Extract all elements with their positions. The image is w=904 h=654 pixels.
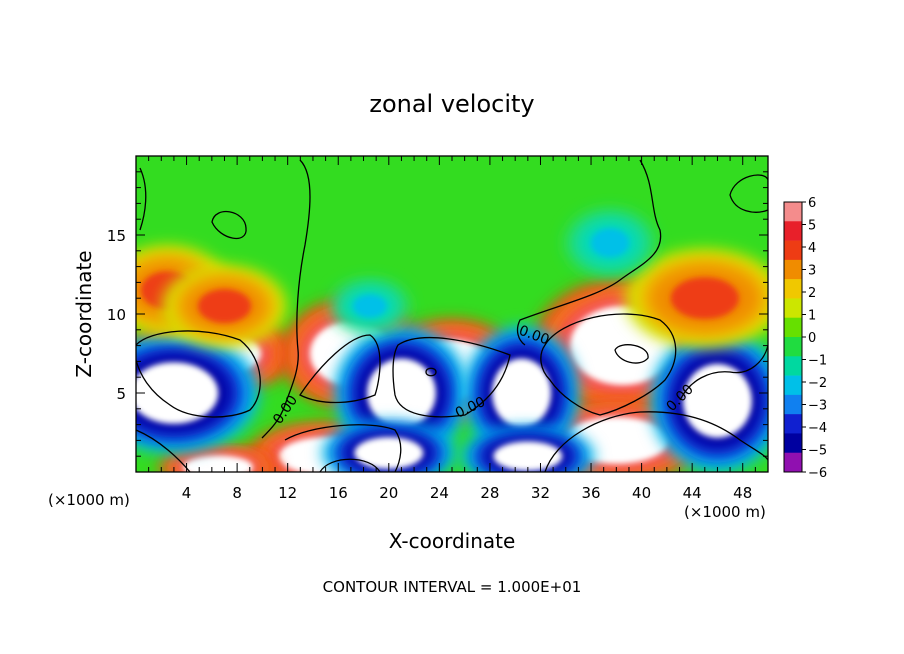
colorbar-swatch [784, 259, 802, 280]
velocity-region-positive [159, 447, 277, 472]
x-unit-label-left: (×1000 m) [48, 491, 130, 509]
x-unit-label-right: (×1000 m) [684, 503, 766, 521]
zero-contour [139, 167, 147, 231]
colorbar-level-label: −3 [808, 399, 827, 414]
x-tick-label: 36 [581, 484, 600, 502]
velocity-region-cyan [565, 209, 655, 277]
x-axis: 4 8 12 16 20 24 28 32 36 40 44 48 [148, 156, 756, 502]
velocity-band [354, 437, 424, 470]
colorbar-level-label: 6 [808, 196, 816, 211]
plot-area: 0.00 0.00 0.00 0.00 [136, 156, 768, 472]
velocity-band [670, 277, 739, 320]
colorbar-level-label: −6 [808, 466, 827, 481]
zero-contour [544, 411, 768, 472]
colorbar-level-label: 2 [808, 286, 816, 301]
velocity-region-negative [322, 422, 456, 472]
colorbar-level-label: 0 [808, 331, 816, 346]
velocity-region-orange [625, 249, 768, 347]
z-axis: 5 10 15 [107, 171, 768, 457]
zero-contour [299, 334, 381, 404]
colorbar-level-label: −2 [808, 376, 827, 391]
zero-contours [136, 159, 768, 472]
z-tick-label: 15 [107, 227, 126, 245]
x-tick-label: 8 [232, 484, 242, 502]
velocity-band [197, 289, 252, 324]
zero-contour [136, 330, 261, 418]
velocity-region-orange [162, 266, 287, 346]
velocity-region-negative [335, 326, 468, 460]
velocity-band [353, 294, 387, 318]
zero-contour [261, 159, 311, 439]
velocity-region-cyan [330, 279, 409, 333]
zero-contour [284, 424, 402, 472]
zero-contour [425, 367, 437, 377]
velocity-band [183, 455, 254, 472]
colorbar-swatch [784, 394, 802, 415]
x-tick-label: 4 [182, 484, 192, 502]
velocity-band [366, 358, 436, 428]
zero-contour [614, 344, 649, 364]
zero-contour [729, 174, 768, 213]
velocity-band [591, 228, 629, 258]
colorbar-level-label: −4 [808, 421, 827, 436]
colorbar-swatch [784, 433, 802, 454]
colorbar-swatch [784, 202, 802, 222]
z-axis-label: Z-coordinate [72, 250, 96, 377]
zero-contour [540, 313, 677, 416]
x-tick-label: 20 [379, 484, 398, 502]
colorbar-swatch [784, 240, 802, 261]
x-tick-label: 16 [329, 484, 348, 502]
x-tick-label: 44 [683, 484, 702, 502]
velocity-field [136, 209, 768, 472]
zero-contour [516, 159, 662, 346]
z-tick-label: 5 [116, 385, 126, 403]
z-tick-label: 10 [107, 306, 126, 324]
velocity-band [493, 441, 563, 471]
velocity-region-negative [461, 427, 595, 472]
velocity-band [491, 358, 552, 428]
colorbar-level-label: 4 [808, 241, 816, 256]
zero-contour [392, 336, 511, 418]
colorbar-level-label: 1 [808, 309, 816, 324]
zero-contour [211, 210, 247, 240]
x-tick-label: 48 [733, 484, 752, 502]
velocity-region-negative [651, 329, 768, 472]
colorbar-level-label: −5 [808, 444, 827, 459]
colorbar-swatch [784, 317, 802, 338]
colorbar-swatch [784, 337, 802, 357]
x-axis-label: X-coordinate [389, 529, 516, 553]
colorbar-swatch [784, 279, 802, 299]
colorbar-level-label: 5 [808, 219, 816, 234]
colorbar-swatch [784, 221, 802, 241]
colorbar-swatch [784, 452, 802, 473]
colorbar-swatch [784, 298, 802, 319]
x-tick-label: 24 [430, 484, 449, 502]
velocity-region-negative [136, 333, 260, 453]
chart-title: zonal velocity [369, 90, 534, 118]
x-tick-label: 40 [632, 484, 651, 502]
zero-contour [679, 344, 768, 401]
colorbar: 6 5 4 3 2 1 0 −1 −2 −3 −4 −5 −6 [783, 196, 827, 481]
x-tick-label: 32 [531, 484, 550, 502]
colorbar-swatch [784, 375, 802, 396]
x-tick-label: 28 [480, 484, 499, 502]
colorbar-level-label: −1 [808, 354, 827, 369]
contour-interval-footer: CONTOUR INTERVAL = 1.000E+01 [323, 578, 582, 596]
colorbar-swatch [784, 356, 802, 376]
velocity-band [136, 362, 219, 424]
x-tick-label: 12 [278, 484, 297, 502]
colorbar-swatch [784, 414, 802, 434]
colorbar-level-label: 3 [808, 264, 816, 279]
velocity-region-negative [464, 326, 579, 460]
